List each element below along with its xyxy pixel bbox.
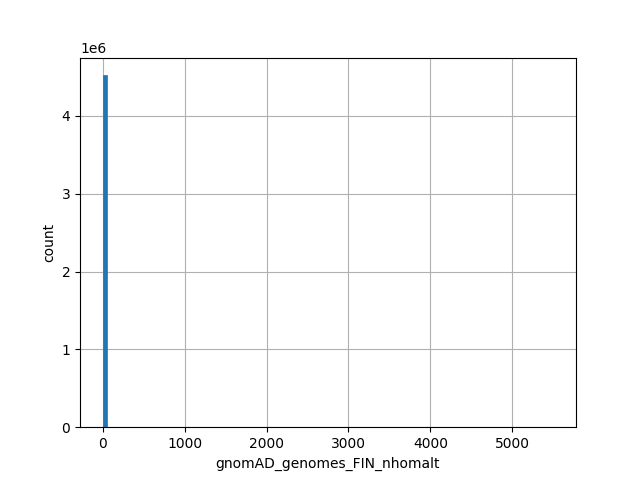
X-axis label: gnomAD_genomes_FIN_nhomalt: gnomAD_genomes_FIN_nhomalt [216, 456, 440, 470]
Y-axis label: count: count [42, 223, 56, 262]
Bar [102, 75, 107, 427]
